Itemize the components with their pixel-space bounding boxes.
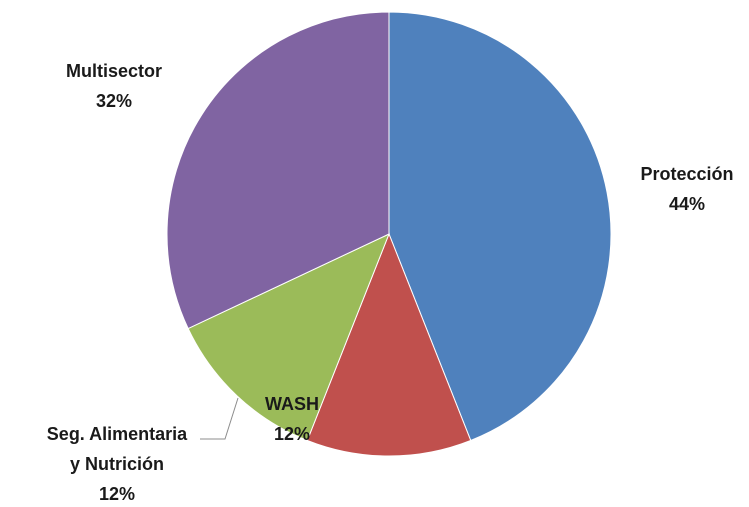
pie-slices [166,11,612,457]
slice-label-seg-alimentaria-y-nutricion: Seg. Alimentaria y Nutrición 12% [47,424,188,504]
pie-slice-multisector [166,11,390,330]
slice-label-multisector: Multisector 32% [66,61,162,111]
pie-slice-seg-alimentaria-y-nutricion [187,233,390,442]
slice-label-name: Multisector [66,61,162,81]
leader-line-seg-alimentaria-y-nutricion [200,397,239,440]
slice-label-name: y Nutrición [70,454,164,474]
pie-slice-proteccion [388,11,612,442]
slice-label-proteccion: Protección 44% [640,164,733,214]
slice-label-wash: WASH 12% [265,394,319,444]
slice-label-value: 32% [96,91,132,111]
slice-labels: Protección 44% WASH 12% Seg. Alimentaria y Nu… [47,61,734,504]
slice-label-value: 12% [274,424,310,444]
slice-label-name: Seg. Alimentaria [47,424,188,444]
leader-lines [200,397,239,440]
slice-label-name: WASH [265,394,319,414]
slice-label-name: Protección [640,164,733,184]
slice-label-value: 44% [669,194,705,214]
pie-slice-wash [306,232,472,457]
slice-label-value: 12% [99,484,135,504]
